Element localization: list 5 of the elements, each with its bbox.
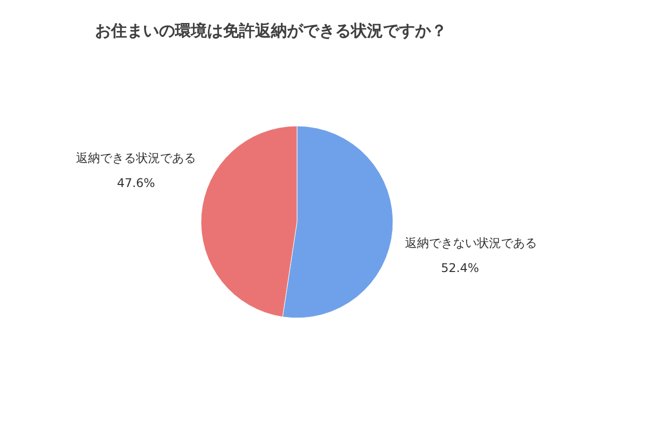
slice-label: 返納できる状況である [76,151,196,165]
data-label: 47.6% [116,176,156,190]
slice-label: 返納できない状況である [405,236,537,250]
chart-title: お住まいの環境は免許返納ができる状況ですか？ [95,21,447,40]
data-label: 52.4% [440,261,480,275]
